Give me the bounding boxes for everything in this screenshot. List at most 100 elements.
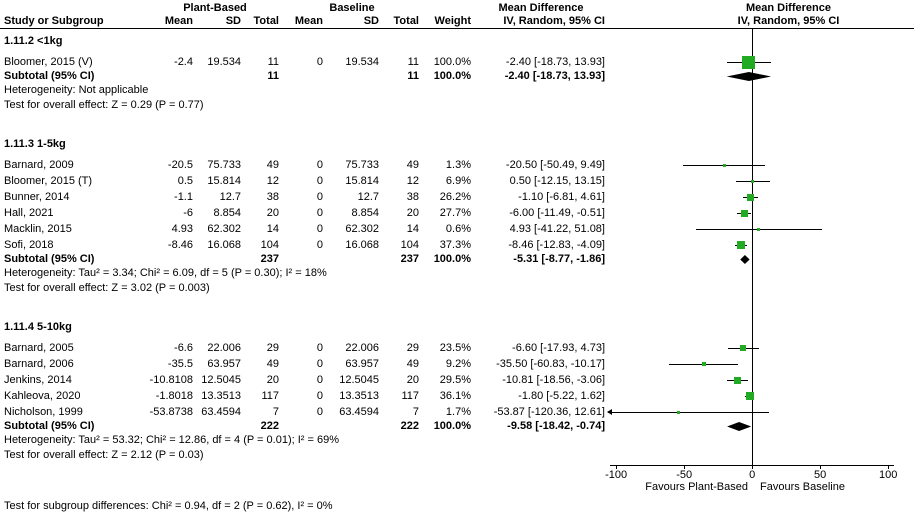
plant-mean: -8.46 (167, 239, 193, 251)
baseline-mean: 0 (316, 239, 323, 251)
subgroup-title-row: 1.11.2 <1kg (0, 34, 914, 49)
baseline-mean: 0 (316, 342, 323, 354)
weight-value: 29.5% (439, 374, 471, 386)
study-row: Bloomer, 2015 (V) -2.4 19.534 11 0 19.534 11 10… (0, 54, 914, 70)
study-row: Bunner, 2014 -1.1 12.7 38 0 12.7 38 26.2% -1.10 … (0, 189, 914, 205)
study-name: Jenkins, 2014 (4, 374, 72, 386)
ci-plot-cell (608, 237, 914, 253)
column-header-study: Study or Subgroup (4, 15, 104, 27)
heterogeneity-note-row: Heterogeneity: Not applicable (0, 83, 914, 98)
study-name: Kahleova, 2020 (4, 390, 81, 402)
weight-value: 37.3% (439, 239, 471, 251)
study-row: Bloomer, 2015 (T) 0.5 15.814 12 0 15.814 12 6.9… (0, 173, 914, 189)
ci-plot-cell (608, 388, 914, 404)
overall-effect-note: Test for overall effect: Z = 0.29 (P = 0… (4, 99, 204, 111)
axis-tick-label: 50 (814, 469, 827, 481)
baseline-sd: 62.302 (345, 223, 379, 235)
plant-sd: 16.068 (207, 239, 241, 251)
column-header-weight: Weight (434, 15, 471, 27)
study-name: Barnard, 2006 (4, 358, 74, 370)
plant-total: 38 (266, 191, 279, 203)
baseline-mean: 0 (316, 358, 323, 370)
ci-arrow-left (607, 409, 612, 415)
axis-tick (820, 465, 822, 469)
baseline-total: 20 (406, 374, 419, 386)
ci-plot-cell (607, 404, 914, 420)
weight-value: 1.7% (445, 406, 471, 418)
plant-mean: -53.8738 (149, 406, 193, 418)
pooled-diamond (726, 72, 772, 81)
ci-text: -1.10 [-6.81, 4.61] (518, 191, 605, 203)
plant-mean: -1.8018 (155, 390, 193, 402)
baseline-sd: 19.534 (345, 56, 379, 68)
plant-mean: -35.5 (167, 358, 193, 370)
subtotal-label: Subtotal (95% CI) (4, 420, 95, 432)
header-group-row: Plant-Based Baseline Mean Difference Mea… (0, 0, 914, 15)
weight-value: 9.2% (445, 358, 471, 370)
subtotal-row: Subtotal (95% CI) 222 222 100.0% -9.58 [-18.… (0, 420, 914, 433)
empty-cell (326, 420, 382, 433)
baseline-mean: 0 (316, 406, 323, 418)
plant-sd: 19.534 (207, 56, 241, 68)
pooled-diamond (727, 422, 752, 431)
subtotal-label: Subtotal (95% CI) (4, 70, 95, 82)
subgroup-title-row: 1.11.4 5-10kg (0, 320, 914, 335)
ci-plot-cell (608, 221, 914, 237)
empty-cell (282, 420, 326, 433)
empty-cell (326, 253, 382, 266)
effect-square (701, 362, 706, 366)
plant-mean: -6 (183, 207, 193, 219)
ci-text: -6.60 [-17.93, 4.73] (512, 342, 605, 354)
favours-left-label: Favours Plant-Based (645, 481, 748, 493)
baseline-total: 38 (406, 191, 419, 203)
plant-total: 11 (267, 70, 279, 82)
heterogeneity-note: Heterogeneity: Not applicable (4, 84, 149, 96)
study-row: Kahleova, 2020 -1.8018 13.3513 117 0 13.3513 1… (0, 388, 914, 404)
heterogeneity-note: Heterogeneity: Tau² = 3.34; Chi² = 6.09,… (4, 267, 327, 279)
pooled-diamond (740, 255, 750, 264)
study-name: Bloomer, 2015 (T) (4, 175, 93, 187)
study-name: Macklin, 2015 (4, 223, 72, 235)
weight-value: 1.3% (445, 159, 471, 171)
plant-total: 49 (266, 159, 279, 171)
overall-effect-note: Test for overall effect: Z = 3.02 (P = 0… (4, 282, 210, 294)
column-header-baseline-sd: SD (363, 15, 379, 27)
ci-text: -10.81 [-18.56, -3.06] (502, 374, 605, 386)
plant-mean: -2.4 (174, 56, 193, 68)
weight-value: 100.0% (433, 70, 471, 82)
x-axis: Favours Plant-Based Favours Baseline -10… (0, 465, 914, 495)
empty-cell (326, 70, 382, 83)
ci-plot-cell (608, 372, 914, 388)
study-row: Barnard, 2009 -20.5 75.733 49 0 75.733 49 1.3% -… (0, 157, 914, 173)
effect-square (736, 241, 745, 249)
effect-square (677, 410, 681, 414)
plant-sd: 22.006 (207, 342, 241, 354)
empty-cell (148, 70, 196, 83)
baseline-mean: 0 (316, 207, 323, 219)
effect-square (747, 193, 755, 201)
ci-text: -2.40 [-18.73, 13.93] (505, 56, 605, 68)
subgroup-title-row: 1.11.3 1-5kg (0, 137, 914, 152)
forest-table-body: 1.11.2 <1kg Bloomer, 2015 (V) -2.4 19.534 11… (0, 29, 914, 463)
effect-square (740, 345, 747, 351)
ci-plot-cell (608, 205, 914, 221)
column-header-ci-text: IV, Random, 95% CI (503, 15, 605, 27)
column-header-plant-total: Total (253, 15, 279, 27)
study-name: Bloomer, 2015 (V) (4, 56, 93, 68)
plant-total: 29 (266, 342, 279, 354)
baseline-total: 222 (400, 420, 419, 432)
subgroup-differences-note: Test for subgroup differences: Chi² = 0.… (4, 500, 333, 512)
study-name: Bunner, 2014 (4, 191, 70, 203)
ci-text: 0.50 [-12.15, 13.15] (509, 175, 605, 187)
forest-section: 1.11.2 <1kg Bloomer, 2015 (V) -2.4 19.534 11… (0, 34, 914, 113)
baseline-total: 237 (400, 253, 419, 265)
header-spacer (0, 2, 148, 15)
column-group-mean-difference-plot: Mean Difference (746, 2, 831, 14)
empty-cell (196, 253, 244, 266)
plant-sd: 12.7 (219, 191, 241, 203)
weight-value: 100.0% (433, 56, 471, 68)
study-row: Barnard, 2006 -35.5 63.957 49 0 63.957 49 9.2% -… (0, 356, 914, 372)
baseline-total: 11 (407, 56, 419, 68)
column-header-plant-sd: SD (225, 15, 241, 27)
heterogeneity-note-row: Heterogeneity: Tau² = 3.34; Chi² = 6.09,… (0, 266, 914, 281)
